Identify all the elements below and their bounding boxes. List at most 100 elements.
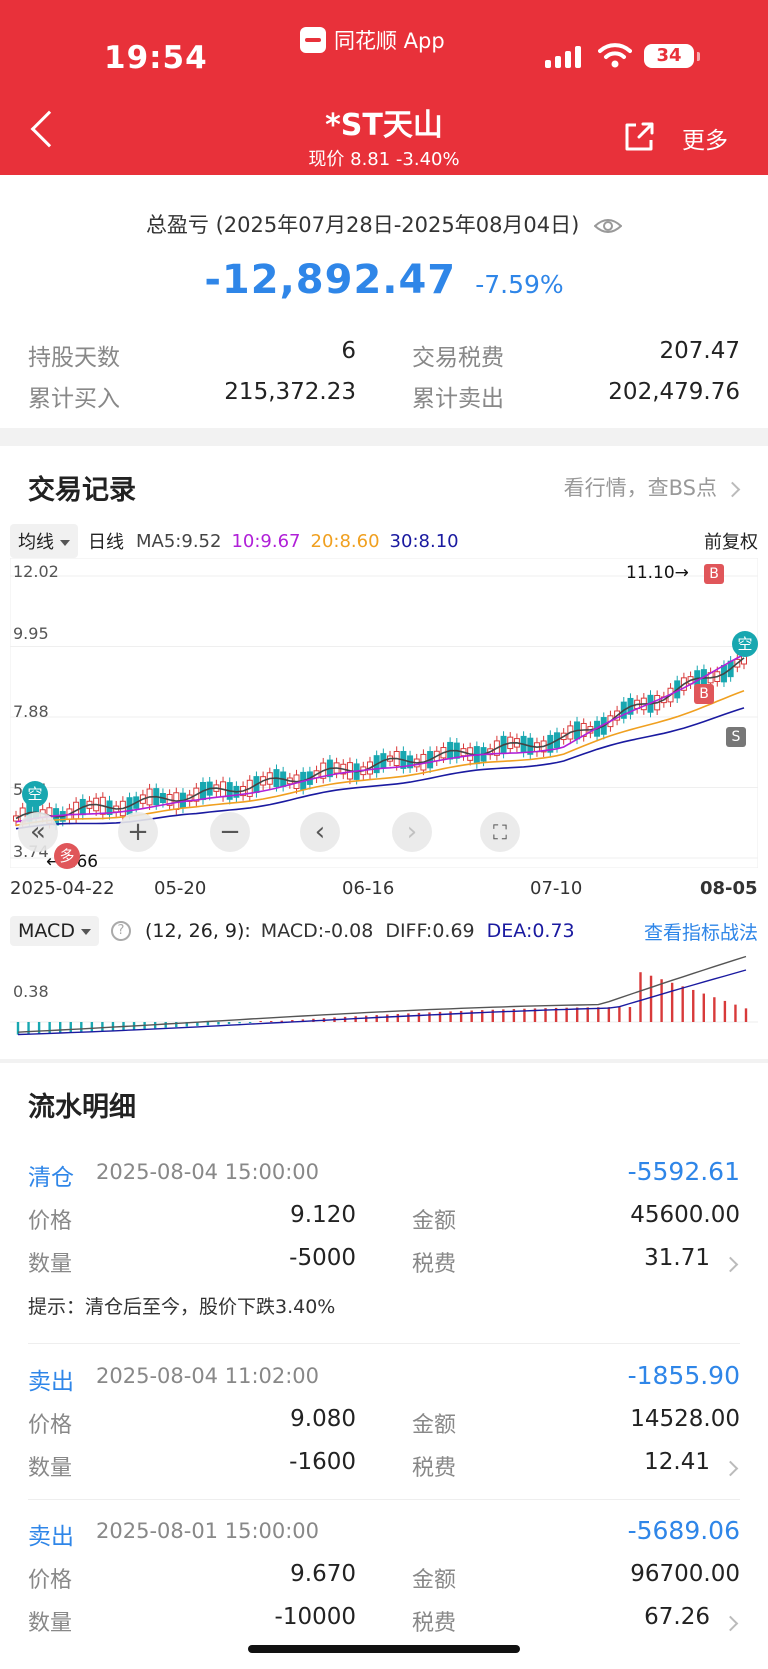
macd-bar — [723, 1000, 727, 1022]
macd-bar — [48, 1022, 51, 1034]
scroll-left-button[interactable]: « — [18, 812, 58, 852]
app-icon — [300, 27, 326, 53]
buy-marker[interactable]: B — [704, 564, 724, 584]
macd-bar — [175, 1022, 178, 1028]
macd-bar — [164, 1022, 167, 1028]
buy-marker[interactable]: B — [694, 684, 714, 704]
fee-label: 税费 — [412, 1611, 457, 1636]
ma-select[interactable]: 均线 — [10, 524, 78, 558]
macd-bar — [649, 975, 653, 1022]
prev-button[interactable]: ‹ — [300, 812, 340, 852]
money-label: 金额 — [412, 1568, 457, 1593]
macd-bar — [16, 1022, 20, 1035]
macd-bar — [533, 1008, 537, 1022]
trade-record-title: 交易记录 — [28, 475, 136, 506]
summary-card: 总盈亏 (2025年07月28日-2025年08月04日) -12,892.47… — [0, 175, 768, 428]
macd-bar — [280, 1020, 283, 1022]
chevron-right-icon[interactable] — [722, 1256, 739, 1273]
ma10-value: 10:9.67 — [231, 530, 301, 552]
qty-value: -10000 — [274, 1604, 356, 1630]
fee-label: 税费 — [412, 1252, 457, 1277]
ma30-value: 30:8.10 — [389, 530, 459, 552]
stock-title: *ST天山 — [325, 108, 443, 143]
macd-bar — [554, 1007, 558, 1022]
fee-value[interactable]: 31.71 — [644, 1245, 710, 1271]
adjust-label[interactable]: 前复权 — [704, 532, 758, 553]
divider — [28, 1499, 740, 1500]
macd-bar — [670, 982, 674, 1022]
ma20-value: 20:8.60 — [310, 530, 380, 552]
qty-value: -5000 — [289, 1245, 356, 1271]
macd-bar — [449, 1011, 452, 1022]
tax-label: 交易税费 — [412, 345, 504, 371]
help-icon[interactable]: ? — [110, 921, 131, 941]
macd-bar — [607, 1007, 611, 1022]
macd-bar — [734, 1004, 737, 1022]
macd-bar — [206, 1022, 210, 1026]
macd-bar — [681, 986, 684, 1022]
macd-bar — [523, 1008, 526, 1022]
macd-bar — [386, 1014, 389, 1022]
battery-icon: 34 — [644, 44, 700, 68]
x-tick-1: 05-20 — [154, 878, 207, 899]
macd-bar — [639, 972, 642, 1022]
qty-label: 数量 — [28, 1456, 73, 1481]
empty-marker[interactable]: 空 — [22, 781, 48, 807]
price-label: 价格 — [28, 1413, 73, 1438]
header: 19:54 同花顺 App 34 *ST天山 现价 8.81 -3.40% 更多 — [0, 0, 768, 175]
x-tick-3: 07-10 — [530, 878, 583, 899]
money-value: 45600.00 — [630, 1202, 740, 1228]
zoom-in-button[interactable]: + — [118, 812, 158, 852]
tax-value: 207.47 — [659, 338, 740, 364]
y-tick-2: 7.88 — [13, 702, 49, 721]
price-value: 9.120 — [290, 1202, 356, 1228]
many-marker[interactable]: 多 — [54, 843, 80, 869]
fee-value[interactable]: 67.26 — [644, 1604, 710, 1630]
zoom-out-button[interactable]: − — [210, 812, 250, 852]
more-button[interactable]: 更多 — [682, 128, 728, 154]
ma5-value: MA5:9.52 — [136, 530, 222, 552]
status-time: 19:54 — [104, 40, 208, 76]
share-icon[interactable] — [622, 120, 656, 154]
price-value: 9.080 — [290, 1406, 356, 1432]
diff-line — [17, 955, 747, 1033]
macd-bar — [597, 1007, 600, 1022]
macd-bar — [459, 1010, 463, 1022]
divider — [28, 1343, 740, 1344]
eye-icon[interactable] — [594, 217, 623, 235]
macd-bar — [37, 1022, 41, 1034]
wifi-icon — [598, 43, 632, 68]
next-button[interactable]: › — [392, 812, 432, 852]
total-pnl: -12,892.47 -7.59% — [0, 257, 768, 303]
empty-marker[interactable]: 空 — [732, 631, 758, 657]
macd-bar — [80, 1022, 83, 1033]
record-time: 2025-08-01 15:00:00 — [96, 1519, 320, 1543]
macd-bar — [512, 1009, 516, 1022]
ma-select-label: 均线 — [18, 532, 54, 553]
app-indicator: 同花顺 App — [300, 24, 445, 56]
macd-bar — [259, 1021, 262, 1022]
macd-select[interactable]: MACD — [10, 916, 99, 946]
dea-line — [17, 969, 747, 1036]
chevron-right-icon[interactable] — [722, 1615, 739, 1632]
ma-line-10 — [15, 653, 745, 823]
macd-bar — [713, 997, 716, 1022]
pnl-period: 总盈亏 (2025年07月28日-2025年08月04日) — [0, 209, 768, 239]
signal-icon — [545, 44, 581, 68]
macd-bar — [364, 1015, 368, 1022]
bs-point-link-text: 看行情，查BS点 — [563, 476, 717, 500]
record-type: 清仓 — [28, 1165, 74, 1191]
bs-point-link[interactable]: 看行情，查BS点 — [563, 472, 741, 502]
fee-label: 税费 — [412, 1456, 457, 1481]
fullscreen-button[interactable]: ⛶ — [480, 812, 520, 852]
stock-price: 现价 8.81 -3.40% — [308, 149, 460, 170]
buy-label: 累计买入 — [28, 386, 120, 412]
record-amount: -1855.90 — [627, 1361, 740, 1390]
sell-marker[interactable]: S — [726, 727, 746, 747]
macd-bar — [270, 1021, 273, 1022]
macd-strategy-link[interactable]: 查看指标战法 — [643, 921, 758, 944]
x-tick-2: 06-16 — [342, 878, 395, 899]
chevron-right-icon[interactable] — [722, 1460, 739, 1477]
fee-value[interactable]: 12.41 — [644, 1449, 710, 1475]
macd-chart[interactable] — [10, 950, 758, 1046]
